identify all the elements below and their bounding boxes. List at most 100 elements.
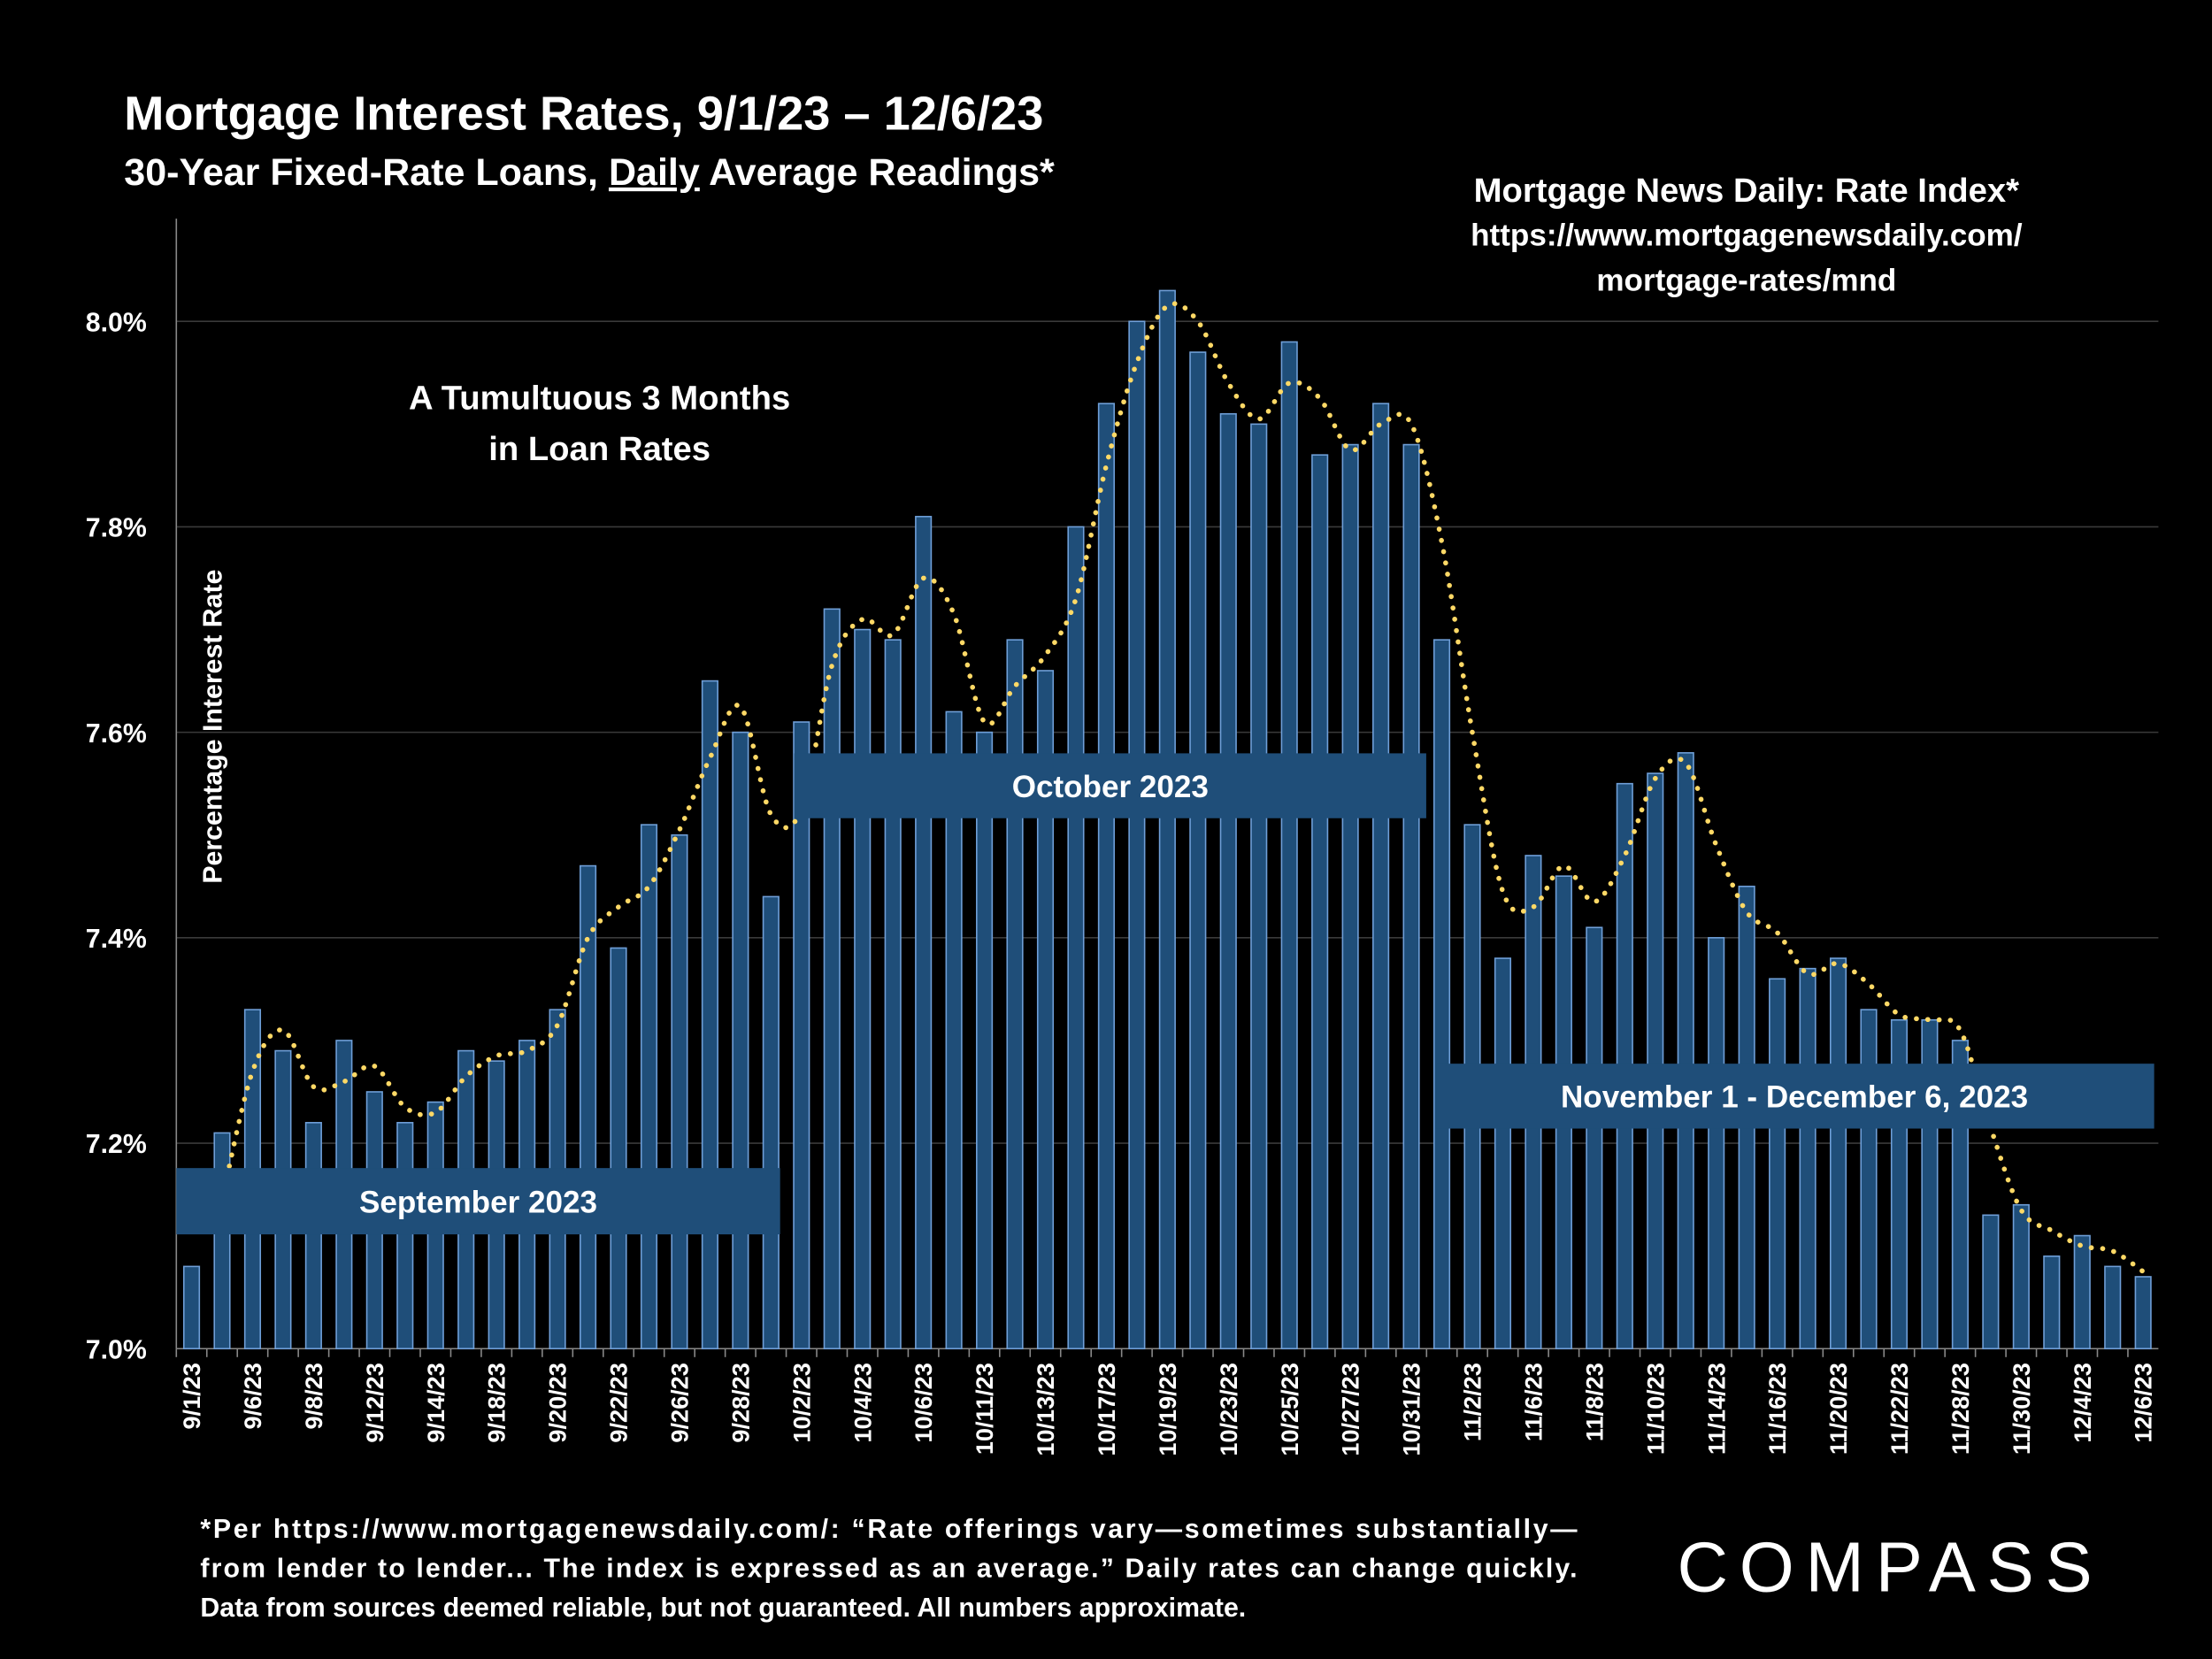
bar <box>2012 1203 2030 1350</box>
x-tick-label: 11/2/23 <box>1459 1363 1486 1441</box>
bar <box>762 895 780 1350</box>
bar <box>915 516 933 1350</box>
x-tick-label: 10/17/23 <box>1093 1363 1120 1455</box>
bar <box>1647 772 1664 1350</box>
bar <box>1677 752 1694 1350</box>
y-axis-label: Percentage Interest Rate <box>198 570 227 884</box>
footnote: from lender to lender... The index is ex… <box>200 1555 1577 1584</box>
period-box <box>1436 1064 2154 1129</box>
bar <box>823 608 841 1350</box>
bar <box>1189 351 1207 1350</box>
x-tick-label: 11/30/23 <box>2008 1363 2035 1455</box>
bar <box>182 1265 201 1350</box>
x-tick-label: 9/28/23 <box>726 1363 754 1442</box>
period-label: November 1 - December 6, 2023 <box>1561 1080 2028 1115</box>
bar <box>732 731 749 1350</box>
bar <box>793 721 810 1350</box>
x-tick-label: 11/28/23 <box>1947 1363 1974 1455</box>
period-box <box>794 753 1426 818</box>
bar <box>1769 978 1786 1350</box>
bar <box>1128 320 1146 1350</box>
x-tick-label: 12/6/23 <box>2130 1363 2157 1442</box>
x-tick-label: 9/26/23 <box>666 1363 694 1442</box>
subtitle-part: 30-Year Fixed-Rate Loans, <box>124 151 609 194</box>
bar <box>2104 1265 2122 1350</box>
bar <box>854 628 872 1350</box>
y-tick-label: 8.0% <box>86 308 147 337</box>
source: Mortgage News Daily: Rate Index* <box>1474 172 2020 210</box>
x-tick-label: 10/23/23 <box>1215 1363 1242 1455</box>
bar <box>701 680 718 1350</box>
y-tick-label: 7.4% <box>86 925 147 954</box>
x-tick-label: 10/31/23 <box>1398 1363 1425 1455</box>
x-tick-label: 9/22/23 <box>605 1363 633 1442</box>
source: mortgage-rates/mnd <box>1596 263 1896 297</box>
bar <box>1036 670 1055 1350</box>
bar <box>1250 423 1268 1350</box>
bar <box>1799 967 1816 1350</box>
y-tick-label: 7.6% <box>86 719 147 749</box>
x-tick-label: 11/16/23 <box>1763 1363 1791 1455</box>
bar <box>1067 526 1085 1350</box>
bar <box>2073 1234 2091 1350</box>
bar <box>671 833 688 1350</box>
bar <box>1494 957 1512 1350</box>
x-tick-label: 10/19/23 <box>1154 1363 1181 1455</box>
bar <box>1097 403 1115 1350</box>
bar <box>1586 926 1603 1350</box>
logo: COMPASS <box>1677 1527 2103 1606</box>
bar <box>304 1122 322 1350</box>
x-tick-label: 10/2/23 <box>787 1363 815 1442</box>
plot-area: 7.0% 7.2% 7.4% 7.6% 7.8% 8.0% 9/1/23 9/6/23 9/8/… <box>86 219 2159 1456</box>
bar <box>1311 454 1329 1350</box>
x-tick-label: 11/10/23 <box>1641 1363 1669 1455</box>
overlay: September 2023 October 2023 November 1 - D… <box>176 753 2154 1235</box>
x-tick-label: 11/20/23 <box>1824 1363 1852 1455</box>
bar <box>1280 341 1298 1350</box>
x-tick-label: 9/6/23 <box>239 1363 266 1429</box>
x-tick-label: 12/4/23 <box>2069 1363 2096 1442</box>
annotation: in Loan Rates <box>488 430 710 468</box>
period-label: September 2023 <box>359 1185 597 1219</box>
period-label: October 2023 <box>1012 770 1209 804</box>
bar <box>1982 1214 2000 1350</box>
y-tick-label: 7.8% <box>86 514 147 543</box>
annotation: A Tumultuous 3 Months <box>409 379 790 417</box>
footnote: Data from sources deemed reliable, but n… <box>200 1594 1246 1623</box>
bar <box>1432 639 1451 1350</box>
bar <box>976 731 994 1350</box>
bar <box>1219 412 1237 1350</box>
x-tick-label: 11/8/23 <box>1580 1363 1608 1441</box>
y-tick-label: 7.0% <box>86 1335 147 1364</box>
period-box <box>176 1168 780 1235</box>
bar <box>1860 1009 1878 1350</box>
bar <box>396 1122 414 1350</box>
bar <box>884 639 902 1350</box>
bar <box>1829 957 1847 1350</box>
x-tick-label: 10/13/23 <box>1032 1363 1059 1455</box>
x-tick-label: 10/25/23 <box>1276 1363 1303 1455</box>
x-tick-label: 10/6/23 <box>910 1363 937 1442</box>
y-tick-label: 7.2% <box>86 1130 147 1159</box>
trend-line <box>219 301 2146 1274</box>
bar <box>640 824 658 1350</box>
x-tick-label: 11/6/23 <box>1519 1363 1547 1441</box>
x-tick-label: 10/4/23 <box>849 1363 876 1442</box>
x-tick-label: 10/11/23 <box>971 1363 998 1455</box>
bar <box>1341 443 1359 1350</box>
bar <box>2043 1255 2061 1350</box>
x-tick-label: 11/14/23 <box>1702 1363 1730 1455</box>
chart-title: Mortgage Interest Rates, 9/1/23 – 12/6/2… <box>124 88 1043 141</box>
x-tick-label: 9/18/23 <box>483 1363 511 1442</box>
source: https://www.mortgagenewsdaily.com/ <box>1471 218 2023 252</box>
bar <box>610 947 627 1350</box>
x-tick-label: 9/1/23 <box>178 1363 205 1429</box>
chart-subtitle: 30-Year Fixed-Rate Loans, Daily Average … <box>124 151 1055 194</box>
bar <box>1402 443 1420 1350</box>
bar <box>1372 403 1390 1350</box>
x-tick-label: 9/12/23 <box>361 1363 388 1442</box>
x-tick-label: 11/22/23 <box>1886 1363 1913 1455</box>
bar <box>945 710 963 1350</box>
x-tick-label: 9/14/23 <box>422 1363 449 1442</box>
